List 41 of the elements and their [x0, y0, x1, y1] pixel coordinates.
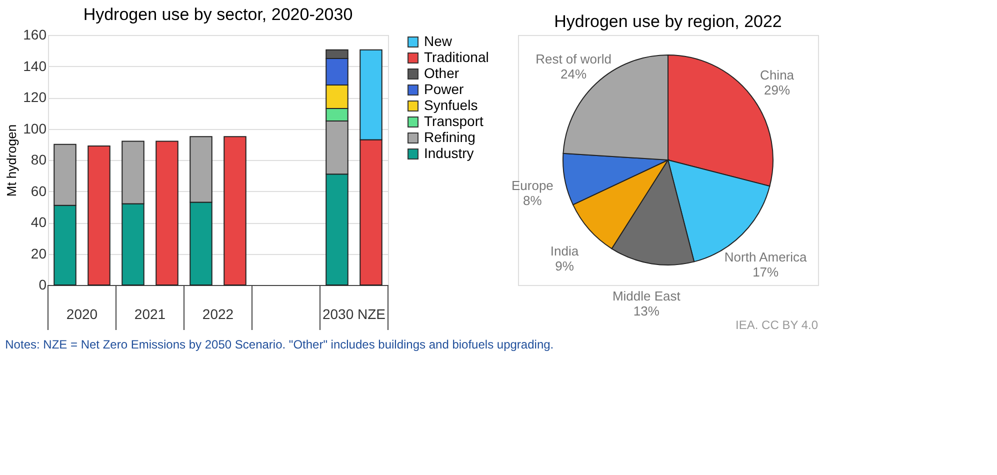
data-label: 17% — [752, 264, 780, 280]
bar — [224, 136, 246, 286]
data-label: 8% — [523, 192, 542, 208]
y-tick-label: 60 — [30, 182, 47, 199]
slice-label: India — [550, 243, 580, 258]
data-label: 9% — [555, 258, 574, 274]
chart-title: Hydrogen use by region, 2022 — [554, 12, 782, 31]
y-tick-label: 0 — [38, 276, 47, 292]
x-tick-label: 2022 — [202, 306, 234, 322]
legend-label: New — [424, 33, 453, 49]
data-label: 13% — [633, 303, 660, 318]
y-tick-label: 80 — [30, 152, 47, 168]
y-tick-label: 160 — [23, 26, 47, 42]
y-axis-title: Mt hydrogen — [4, 124, 20, 197]
slice-label: China — [760, 67, 795, 82]
y-tick-label: 140 — [23, 58, 47, 74]
legend-label: Synfuels — [424, 97, 478, 113]
legend-label: Traditional — [424, 49, 489, 65]
y-tick-label: 20 — [30, 245, 47, 262]
y-tick-label: 120 — [23, 89, 47, 105]
slice-label: North America — [724, 250, 808, 265]
bar — [88, 145, 110, 286]
text: Notes: NZE = Net Zero Emissions by 2050 Scenario. "Other" includes buildings and biofuels upgrading. — [5, 338, 554, 352]
x-tick-label: 2020 — [66, 306, 98, 322]
legend-label: Refining — [424, 129, 476, 145]
legend-label: Power — [424, 81, 464, 97]
text: IEA. CC BY 4.0 — [736, 318, 818, 332]
legend-label: Transport — [424, 113, 484, 129]
slice-label: Rest of world — [536, 51, 612, 66]
legend-label: Other — [424, 65, 460, 81]
bar — [156, 140, 178, 286]
slice-label: Europe — [511, 178, 554, 193]
y-tick-label: 40 — [30, 214, 47, 230]
x-tick-label: 2030 NZE — [322, 306, 386, 322]
slice-label: Middle East — [612, 288, 681, 304]
data-label: 29% — [764, 82, 790, 98]
legend-label: Industry — [424, 145, 474, 161]
data-label: 24% — [560, 66, 587, 82]
x-tick-label: 2021 — [134, 306, 166, 322]
y-tick-label: 100 — [23, 120, 47, 136]
chart-title: Hydrogen use by sector, 2020-2030 — [83, 5, 353, 24]
